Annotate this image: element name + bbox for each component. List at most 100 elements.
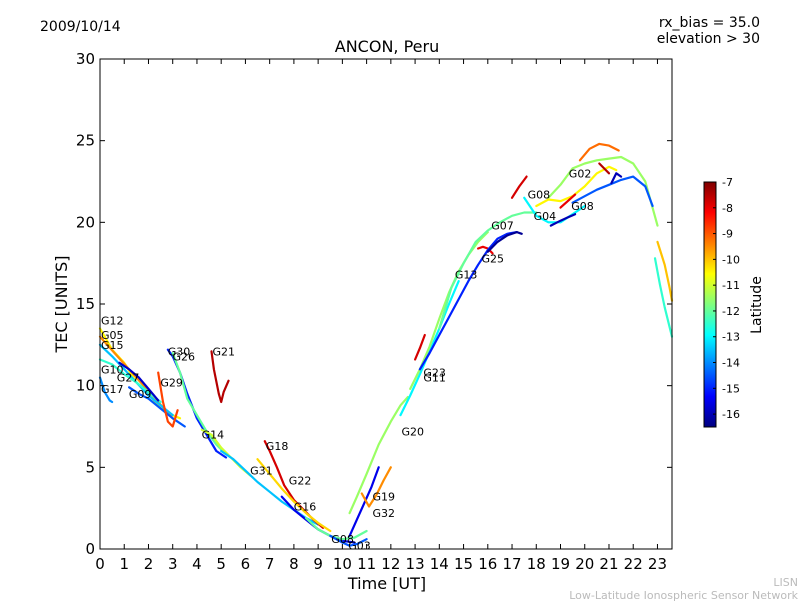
sat-label: G14 xyxy=(202,429,225,442)
series-line-g27 xyxy=(118,361,160,402)
x-tick-label: 7 xyxy=(265,555,275,573)
sat-label: G22 xyxy=(289,474,312,487)
colorbar-tick-label: -15 xyxy=(722,382,740,395)
x-tick-label: 23 xyxy=(648,555,667,573)
x-axis-label: Time [UT] xyxy=(347,574,426,593)
date-label: 2009/10/14 xyxy=(40,19,121,35)
x-tick-label: 13 xyxy=(406,555,425,573)
sat-label: G09 xyxy=(129,388,152,401)
y-tick-label: 0 xyxy=(85,540,95,558)
sat-label: G16 xyxy=(294,501,317,514)
y-tick-label: 20 xyxy=(76,213,95,231)
series-line-g26 xyxy=(171,351,228,456)
series-line-g26b xyxy=(559,193,577,209)
series-line-gb xyxy=(486,231,523,253)
x-tick-label: 20 xyxy=(575,555,594,573)
sat-label: G08 xyxy=(571,200,594,213)
x-tick-label: 2 xyxy=(144,555,154,573)
y-tick-label: 30 xyxy=(76,50,95,68)
elevation-label: elevation > 30 xyxy=(657,31,760,47)
sat-label: G15 xyxy=(101,339,124,352)
sat-label: G31 xyxy=(250,465,273,478)
colorbar-tick-label: -14 xyxy=(722,357,740,370)
x-tick-label: 22 xyxy=(624,555,643,573)
series-line-g21 xyxy=(210,350,230,404)
series-line-gh xyxy=(610,172,623,185)
series-line-g22 xyxy=(256,458,332,533)
sat-label: G11 xyxy=(423,372,446,385)
x-tick-label: 15 xyxy=(454,555,473,573)
series-line-gi xyxy=(653,257,674,338)
series-line-gf xyxy=(571,175,654,208)
colorbar-tick-label: -12 xyxy=(722,305,740,318)
x-tick-label: 19 xyxy=(551,555,570,573)
sat-label: G20 xyxy=(402,425,425,438)
colorbar-tick-label: -11 xyxy=(722,279,740,292)
sat-label: G29 xyxy=(160,376,183,389)
series-line-g19 xyxy=(348,466,380,538)
series-line-g07 xyxy=(438,211,538,330)
x-tick-label: 12 xyxy=(381,555,400,573)
sat-label: G27 xyxy=(117,372,140,385)
y-axis: 0 5 10 15 20 25 30 xyxy=(76,50,672,558)
sat-label: G02 xyxy=(569,167,592,180)
series-line-g25 xyxy=(477,245,494,255)
sat-label: G30 xyxy=(168,345,191,358)
x-tick-label: 18 xyxy=(527,555,546,573)
y-tick-label: 15 xyxy=(76,295,95,313)
x-tick-label: 14 xyxy=(430,555,449,573)
colorbar-tick-label: -9 xyxy=(722,228,733,241)
sat-label: G26 xyxy=(173,350,196,363)
colorbar-tick-label: -13 xyxy=(722,331,740,344)
colorbar-tick-label: -16 xyxy=(722,408,740,421)
chart-title: ANCON, Peru xyxy=(335,37,439,56)
colorbar-tick-label: -10 xyxy=(722,253,740,266)
x-tick-label: 8 xyxy=(289,555,299,573)
colorbar-tick-label: -7 xyxy=(722,176,733,189)
x-tick-label: 11 xyxy=(357,555,376,573)
colorbar: -7 -8 -9 -10 -11 -12 -13 -14 -15 -16 xyxy=(703,176,740,428)
series-line-gd xyxy=(535,165,618,208)
footer-lisn: LISN xyxy=(773,576,798,589)
sat-label: G23 xyxy=(423,367,446,380)
series-line-g08 xyxy=(304,516,368,541)
series-line-gj xyxy=(656,240,674,302)
series-line-g17 xyxy=(98,376,114,404)
series-line-g20 xyxy=(348,396,409,515)
x-axis: 0 1 2 3 4 5 6 7 8 9 10 11 12 13 14 15 16 17 18 19 20 21 22 23 xyxy=(95,59,667,573)
series-line-g32 xyxy=(360,466,392,508)
sat-label: G08 xyxy=(331,533,354,546)
sat-label: G18 xyxy=(266,440,289,453)
x-tick-label: 10 xyxy=(333,555,352,573)
x-tick-label: 1 xyxy=(119,555,129,573)
x-tick-label: 6 xyxy=(241,555,251,573)
x-tick-label: 4 xyxy=(192,555,202,573)
series-line-g29 xyxy=(157,371,179,428)
series-line-gc xyxy=(549,213,577,227)
sat-label: G08 xyxy=(528,189,551,202)
series-line-g23 xyxy=(414,333,426,361)
x-tick-label: 16 xyxy=(478,555,497,573)
colorbar-label: Latitude xyxy=(749,276,765,334)
x-tick-label: 3 xyxy=(168,555,178,573)
rx-bias-label: rx_bias = 35.0 xyxy=(659,15,760,31)
series-line-ga xyxy=(418,231,519,371)
series-line-gg xyxy=(598,162,611,175)
sat-label: G13 xyxy=(455,269,478,282)
x-tick-label: 9 xyxy=(313,555,323,573)
y-tick-label: 5 xyxy=(85,458,95,476)
sat-label: G21 xyxy=(213,345,236,358)
sat-label: G19 xyxy=(373,491,396,504)
series-line-g04 xyxy=(523,196,586,224)
sat-label: G03 xyxy=(348,540,371,553)
series-line-g03 xyxy=(329,534,368,547)
x-tick-label: 21 xyxy=(599,555,618,573)
series-line-g08b xyxy=(510,175,528,199)
series-line-g02 xyxy=(547,155,659,227)
sat-label: G32 xyxy=(373,507,396,520)
x-tick-label: 5 xyxy=(216,555,226,573)
sat-label: G04 xyxy=(534,210,557,223)
sat-label: G12 xyxy=(101,314,124,327)
colorbar-tick-label: -8 xyxy=(722,202,733,215)
